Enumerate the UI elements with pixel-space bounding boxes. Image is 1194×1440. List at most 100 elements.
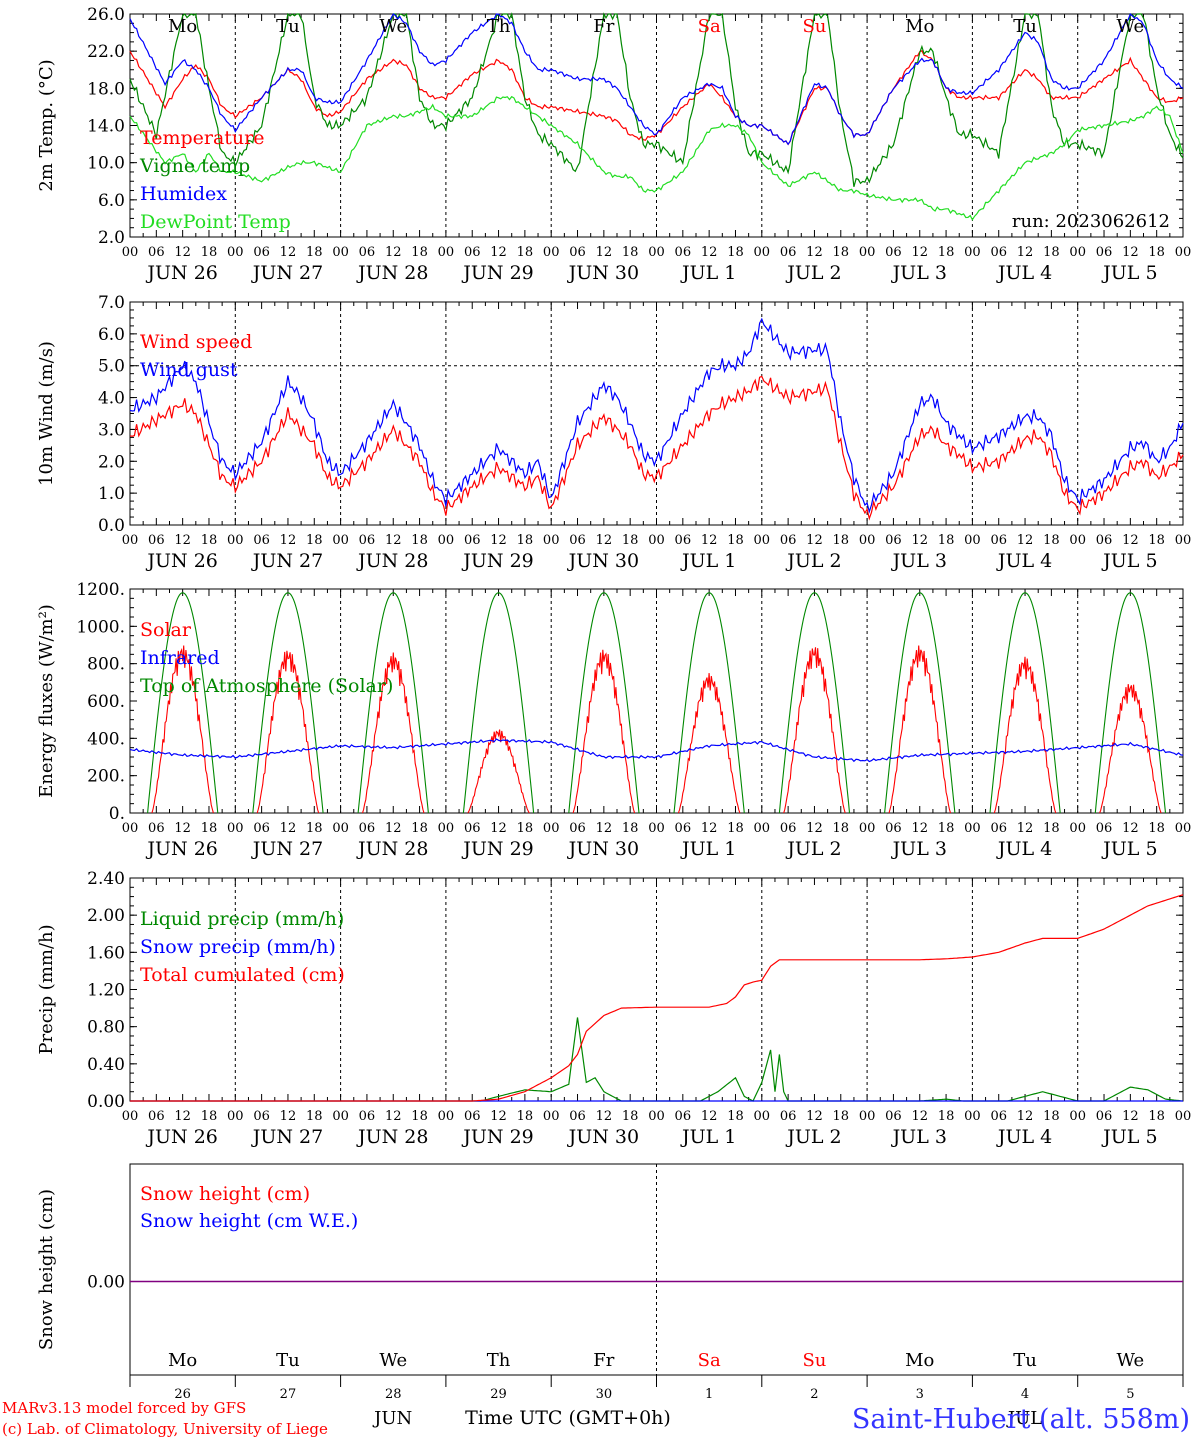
y-tick-label: 800. bbox=[87, 655, 125, 675]
day-label: JUL 1 bbox=[680, 1126, 736, 1148]
hour-label: 06 bbox=[464, 1109, 481, 1124]
hour-label: 00 bbox=[543, 245, 560, 260]
infrared-line bbox=[129, 738, 1184, 763]
day-label: JUL 2 bbox=[785, 262, 841, 284]
hour-label: 06 bbox=[780, 245, 797, 260]
y-tick-label: 2.00 bbox=[87, 906, 125, 926]
day-label: JUL 5 bbox=[1101, 550, 1157, 572]
hour-label: 12 bbox=[1017, 533, 1034, 548]
day-label: JUN 28 bbox=[356, 262, 428, 284]
series-line-4 bbox=[129, 95, 1184, 221]
hour-label: 12 bbox=[490, 245, 507, 260]
day-label: JUN 30 bbox=[567, 1126, 639, 1148]
day-label: JUL 4 bbox=[996, 1126, 1052, 1148]
hour-label: 06 bbox=[359, 821, 376, 836]
day-number: 1 bbox=[705, 1387, 713, 1402]
legend-entry: Infrared bbox=[140, 647, 220, 669]
hour-label: 00 bbox=[122, 533, 139, 548]
hour-label: 12 bbox=[490, 533, 507, 548]
y-tick-label: 22.0 bbox=[87, 42, 125, 62]
hour-label: 18 bbox=[833, 1109, 850, 1124]
hour-label: 18 bbox=[306, 821, 323, 836]
day-number: 30 bbox=[596, 1387, 613, 1402]
weekday-label: Mo bbox=[905, 16, 934, 37]
hour-label: 18 bbox=[306, 1109, 323, 1124]
hour-label: 00 bbox=[754, 1109, 771, 1124]
hour-label: 06 bbox=[148, 821, 165, 836]
series-line bbox=[129, 317, 1184, 514]
hour-label: 00 bbox=[227, 245, 244, 260]
hour-label: 18 bbox=[517, 1109, 534, 1124]
hour-label: 12 bbox=[1017, 245, 1034, 260]
hour-label: 06 bbox=[464, 245, 481, 260]
y-tick-label: 14.0 bbox=[87, 117, 125, 137]
day-label: JUN 26 bbox=[145, 550, 217, 572]
y-tick-label: 200. bbox=[87, 767, 125, 787]
hour-label: 12 bbox=[911, 245, 928, 260]
hour-label: 06 bbox=[359, 245, 376, 260]
hour-label: 06 bbox=[253, 533, 270, 548]
day-label: JUL 2 bbox=[785, 1126, 841, 1148]
y-tick-label: 3.0 bbox=[98, 420, 125, 440]
day-label: JUL 5 bbox=[1101, 262, 1157, 284]
hour-label: 06 bbox=[780, 533, 797, 548]
hour-label: 12 bbox=[1017, 1109, 1034, 1124]
legend-entry: Snow precip (mm/h) bbox=[140, 936, 336, 958]
day-label: JUN 29 bbox=[461, 838, 533, 860]
hour-label: 18 bbox=[517, 821, 534, 836]
panel-frame bbox=[129, 301, 1184, 526]
hour-label: 00 bbox=[543, 1109, 560, 1124]
hour-label: 18 bbox=[622, 821, 639, 836]
hour-label: 06 bbox=[1096, 245, 1113, 260]
hour-label: 06 bbox=[1096, 1109, 1113, 1124]
hour-label: 06 bbox=[253, 245, 270, 260]
day-label: JUL 1 bbox=[680, 550, 736, 572]
hour-label: 18 bbox=[517, 245, 534, 260]
hour-label: 00 bbox=[964, 245, 981, 260]
hour-label: 00 bbox=[859, 1109, 876, 1124]
panel-frame bbox=[129, 588, 1184, 814]
y-tick-label: 0.00 bbox=[87, 1273, 125, 1293]
lab-credit: (c) Lab. of Climatology, University of L… bbox=[2, 1420, 328, 1438]
hour-label: 18 bbox=[1043, 245, 1060, 260]
hour-label: 12 bbox=[1122, 821, 1139, 836]
hour-label: 18 bbox=[938, 821, 955, 836]
day-label: JUN 30 bbox=[567, 838, 639, 860]
model-credit: MARv3.13 model forced by GFS bbox=[2, 1399, 246, 1417]
hour-label: 18 bbox=[727, 821, 744, 836]
hour-label: 12 bbox=[490, 821, 507, 836]
y-tick-label: 2.0 bbox=[98, 228, 125, 248]
panel-2: 00 06 12 18 00 06 12 18 00 06 12 18 00 06 12 18 00 06 12 18… bbox=[36, 293, 1191, 572]
day-label: JUL 2 bbox=[785, 550, 841, 572]
day-label: JUN 29 bbox=[461, 262, 533, 284]
hour-label: 12 bbox=[174, 533, 191, 548]
hour-label: 12 bbox=[280, 1109, 297, 1124]
day-label: JUN 27 bbox=[251, 838, 323, 860]
station-label: Saint-Hubert (alt. 558m) bbox=[852, 1404, 1190, 1435]
weekday-label: We bbox=[379, 16, 407, 37]
hour-label: 06 bbox=[148, 245, 165, 260]
legend-entry: Snow height (cm W.E.) bbox=[140, 1210, 358, 1232]
hour-label: 12 bbox=[174, 245, 191, 260]
hour-label: 06 bbox=[253, 821, 270, 836]
weekday-label: Tu bbox=[276, 16, 300, 37]
hour-label: 06 bbox=[569, 1109, 586, 1124]
hour-label: 12 bbox=[1122, 1109, 1139, 1124]
hour-label: 18 bbox=[306, 533, 323, 548]
hour-label: 00 bbox=[543, 533, 560, 548]
hour-label: 06 bbox=[675, 245, 692, 260]
day-number: 28 bbox=[385, 1387, 402, 1402]
hour-label: 00 bbox=[648, 821, 665, 836]
y-tick-label: 1.20 bbox=[87, 981, 125, 1001]
hour-label: 00 bbox=[1175, 1109, 1192, 1124]
hour-label: 18 bbox=[622, 245, 639, 260]
hour-label: 06 bbox=[990, 1109, 1007, 1124]
y-tick-label: 7.0 bbox=[98, 293, 125, 313]
hour-label: 00 bbox=[122, 1109, 139, 1124]
hour-label: 18 bbox=[201, 533, 218, 548]
hour-label: 00 bbox=[438, 533, 455, 548]
hour-label: 06 bbox=[675, 1109, 692, 1124]
weekday-label: Mo bbox=[168, 16, 197, 37]
hour-label: 18 bbox=[833, 245, 850, 260]
y-tick-label: 2.0 bbox=[98, 452, 125, 472]
